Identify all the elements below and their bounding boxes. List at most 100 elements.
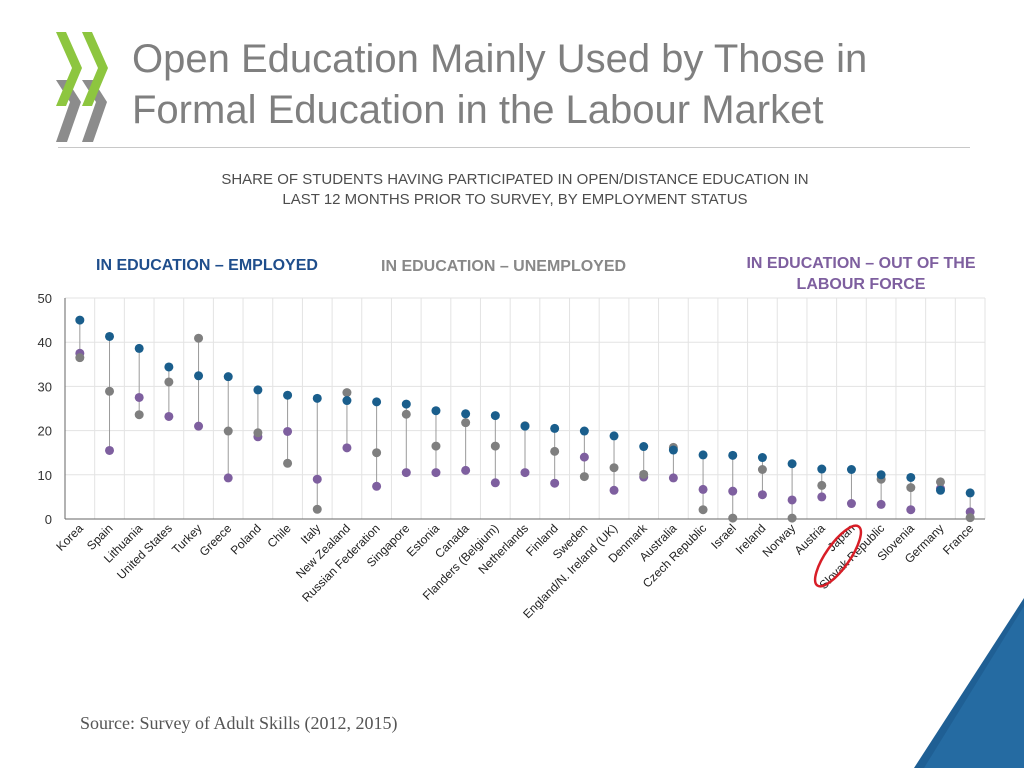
chart-legend: IN EDUCATION – EMPLOYED IN EDUCATION – U… — [96, 255, 976, 293]
point-employed — [520, 421, 530, 431]
x-tick-label: Korea — [53, 521, 86, 554]
y-tick-label: 30 — [38, 379, 52, 394]
logo-chevron-grey-right — [82, 80, 107, 142]
point-unemployed — [579, 472, 589, 482]
point-out-of-labour-force — [846, 499, 856, 509]
point-out-of-labour-force — [164, 411, 174, 421]
legend-out-of-labour-force-line-1: IN EDUCATION – OUT OF THE — [746, 255, 975, 272]
point-out-of-labour-force — [550, 478, 560, 488]
point-employed — [609, 431, 619, 441]
x-tick-label: Chile — [264, 521, 293, 550]
y-tick-label: 40 — [38, 335, 52, 350]
y-tick-label: 20 — [38, 424, 52, 439]
y-tick-label: 0 — [45, 512, 52, 527]
point-employed — [817, 464, 827, 474]
point-unemployed — [75, 353, 85, 363]
chart-subtitle: SHARE OF STUDENTS HAVING PARTICIPATED IN… — [150, 170, 880, 210]
dot-plot-chart: IN EDUCATION – EMPLOYED IN EDUCATION – U… — [38, 255, 986, 621]
point-unemployed — [609, 463, 619, 473]
logo-chevron-green-right — [82, 32, 108, 106]
point-out-of-labour-force — [757, 490, 767, 500]
point-employed — [461, 409, 471, 419]
slide-title: Open Education Mainly Used by Those in F… — [132, 34, 992, 136]
point-out-of-labour-force — [401, 468, 411, 478]
title-divider — [58, 147, 970, 148]
x-tick-label: Austria — [792, 521, 829, 558]
point-out-of-labour-force — [668, 473, 678, 483]
chart-grid — [64, 297, 986, 520]
point-unemployed — [639, 469, 649, 479]
point-employed — [906, 472, 916, 482]
x-tick-label: Greece — [197, 521, 235, 559]
corner-triangle-cyan — [924, 606, 1024, 768]
y-tick-label: 10 — [38, 468, 52, 483]
highlight-ring-japan — [813, 524, 863, 588]
chart-marks — [75, 315, 975, 523]
point-unemployed — [431, 441, 441, 451]
point-employed — [253, 385, 263, 395]
point-out-of-labour-force — [609, 485, 619, 495]
point-out-of-labour-force — [105, 445, 115, 455]
point-employed — [639, 442, 649, 452]
logo-chevron-grey-left — [56, 80, 81, 142]
logo-chevron-green-left — [56, 32, 82, 106]
point-employed — [164, 362, 174, 372]
point-employed — [342, 396, 352, 406]
legend-out-of-labour-force-line-2: LABOUR FORCE — [797, 276, 926, 293]
point-employed — [668, 445, 678, 455]
point-unemployed — [134, 410, 144, 420]
point-out-of-labour-force — [817, 492, 827, 502]
point-unemployed — [105, 386, 115, 396]
point-unemployed — [342, 388, 352, 398]
point-employed — [490, 411, 500, 421]
point-employed — [876, 470, 886, 480]
point-employed — [105, 331, 115, 341]
point-unemployed — [935, 477, 945, 487]
point-unemployed — [223, 426, 233, 436]
legend-unemployed: IN EDUCATION – UNEMPLOYED — [381, 258, 626, 275]
point-employed — [223, 372, 233, 382]
point-employed — [787, 459, 797, 469]
point-employed — [401, 399, 411, 409]
point-out-of-labour-force — [787, 495, 797, 505]
point-out-of-labour-force — [431, 468, 441, 478]
point-unemployed — [787, 513, 797, 523]
point-unemployed — [253, 428, 263, 438]
point-employed — [728, 450, 738, 460]
point-unemployed — [461, 418, 471, 428]
point-out-of-labour-force — [579, 452, 589, 462]
point-employed — [550, 423, 560, 433]
point-employed — [283, 390, 293, 400]
point-unemployed — [283, 458, 293, 468]
point-unemployed — [817, 480, 827, 490]
point-employed — [431, 406, 441, 416]
slide-title-line-1: Open Education Mainly Used by Those in — [132, 37, 868, 81]
point-employed — [579, 426, 589, 436]
point-out-of-labour-force — [728, 486, 738, 496]
point-out-of-labour-force — [461, 465, 471, 475]
point-out-of-labour-force — [906, 505, 916, 515]
point-out-of-labour-force — [520, 468, 530, 478]
point-out-of-labour-force — [876, 499, 886, 509]
point-employed — [757, 453, 767, 463]
point-employed — [134, 343, 144, 353]
point-out-of-labour-force — [312, 474, 322, 484]
point-unemployed — [965, 513, 975, 523]
point-out-of-labour-force — [372, 481, 382, 491]
point-out-of-labour-force — [194, 421, 204, 431]
point-employed — [846, 464, 856, 474]
point-unemployed — [757, 464, 767, 474]
y-tick-label: 50 — [38, 291, 52, 306]
point-out-of-labour-force — [342, 443, 352, 453]
chart-axes: 0 10 20 30 40 50 — [38, 291, 985, 527]
point-employed — [75, 315, 85, 325]
x-tick-label: Italy — [298, 521, 323, 546]
point-out-of-labour-force — [698, 484, 708, 494]
chart-subtitle-line-1: SHARE OF STUDENTS HAVING PARTICIPATED IN… — [221, 171, 809, 188]
legend-employed: IN EDUCATION – EMPLOYED — [96, 257, 318, 274]
corner-decoration — [914, 598, 1024, 768]
point-unemployed — [194, 333, 204, 343]
point-employed — [935, 485, 945, 495]
x-tick-label: France — [940, 521, 977, 558]
point-out-of-labour-force — [283, 426, 293, 436]
